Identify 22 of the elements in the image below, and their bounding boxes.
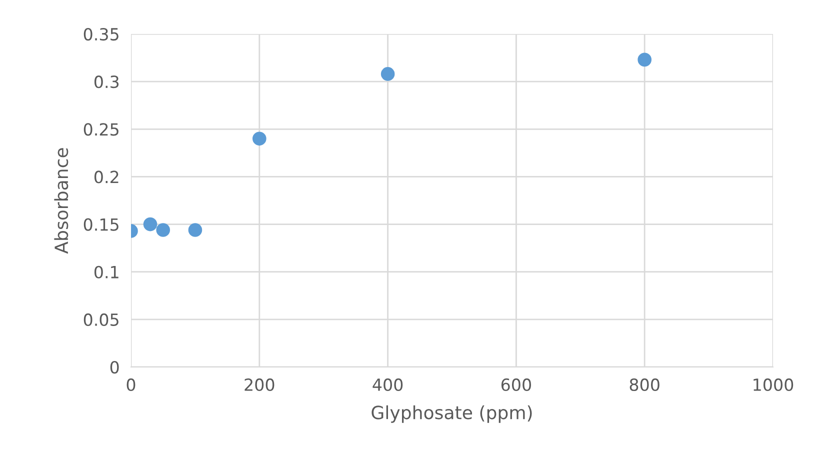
x-tick-label: 200 — [244, 378, 274, 392]
y-tick-label: 0.3 — [94, 76, 119, 88]
y-tick-label: 0.05 — [84, 313, 118, 326]
y-tick-label: 0.25 — [84, 123, 118, 136]
y-tick-label: 0.1 — [94, 266, 118, 278]
x-tick-label: 800 — [630, 378, 660, 392]
x-axis-title: Glyphosate (ppm) — [372, 405, 532, 423]
y-tick-label: 0.35 — [84, 28, 118, 41]
x-tick-label: 1000 — [754, 378, 794, 392]
x-tick-label: 600 — [501, 378, 531, 392]
point — [380, 67, 395, 81]
point — [638, 52, 652, 67]
y-tick-label: 0 — [110, 360, 119, 374]
point — [143, 217, 158, 232]
y-tick-label: 0.15 — [84, 218, 118, 231]
y-tick-label: 0.2 — [94, 170, 118, 184]
x-tick-label: 0 — [126, 378, 136, 392]
point — [188, 223, 202, 237]
point — [252, 132, 266, 146]
x-tick-label: 400 — [372, 378, 403, 392]
point — [156, 223, 170, 237]
y-axis-title: Absorbance — [54, 148, 68, 254]
